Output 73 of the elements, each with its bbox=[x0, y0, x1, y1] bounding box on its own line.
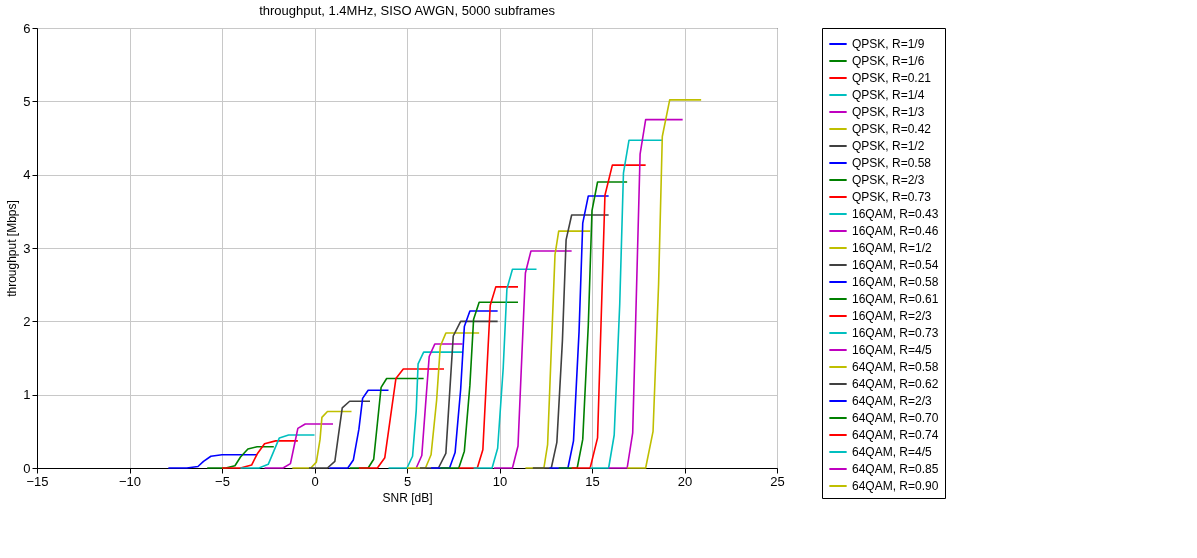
x-axis-title: SNR [dB] bbox=[382, 490, 433, 505]
line-series bbox=[557, 181, 628, 469]
legend-label: 64QAM, R=4/5 bbox=[852, 445, 933, 459]
line-series bbox=[458, 286, 519, 469]
line-series bbox=[570, 164, 647, 469]
line-series bbox=[263, 423, 334, 469]
legend-label: QPSK, R=0.73 bbox=[852, 190, 932, 204]
line-series bbox=[607, 118, 684, 469]
legend-label: 16QAM, R=0.43 bbox=[852, 207, 939, 221]
line-series bbox=[472, 268, 538, 469]
line-series bbox=[419, 320, 499, 469]
y-tick-label: 3 bbox=[23, 240, 31, 256]
x-tick-label: 25 bbox=[770, 473, 785, 489]
legend-label: QPSK, R=1/4 bbox=[852, 88, 925, 102]
line-series bbox=[348, 377, 425, 469]
legend-label: 16QAM, R=1/2 bbox=[852, 241, 933, 255]
line-series bbox=[308, 400, 371, 469]
line-series bbox=[493, 250, 573, 469]
x-tick-label: −10 bbox=[118, 473, 142, 489]
line-series bbox=[430, 310, 499, 469]
legend-label: QPSK, R=0.42 bbox=[852, 122, 932, 136]
line-series bbox=[328, 389, 390, 469]
x-tick-label: 0 bbox=[311, 473, 319, 489]
chart-title: throughput, 1.4MHz, SISO AWGN, 5000 subframes bbox=[259, 3, 556, 18]
y-tick-label: 0 bbox=[23, 460, 31, 476]
x-tick-label: 15 bbox=[585, 473, 600, 489]
line-series bbox=[387, 351, 464, 469]
line-series bbox=[524, 230, 591, 469]
line-series bbox=[167, 454, 258, 469]
legend-label: QPSK, R=0.58 bbox=[852, 156, 932, 170]
legend-label: QPSK, R=1/3 bbox=[852, 105, 925, 119]
legend-label: 16QAM, R=0.73 bbox=[852, 326, 939, 340]
legend-label: QPSK, R=0.21 bbox=[852, 71, 932, 85]
line-series bbox=[626, 99, 702, 469]
x-tick-label: −15 bbox=[26, 473, 49, 489]
line-series bbox=[406, 332, 480, 469]
y-tick-label: 6 bbox=[23, 20, 31, 36]
x-tick-label: −5 bbox=[215, 473, 230, 489]
legend-label: 64QAM, R=0.85 bbox=[852, 462, 939, 476]
y-axis-title: throughput [Mbps] bbox=[5, 200, 20, 297]
line-series bbox=[206, 445, 275, 469]
line-series bbox=[439, 301, 519, 469]
legend-label: 16QAM, R=0.61 bbox=[852, 292, 939, 306]
legend-label: QPSK, R=1/6 bbox=[852, 54, 925, 68]
line-series bbox=[532, 214, 610, 469]
legend-label: 16QAM, R=0.54 bbox=[852, 258, 939, 272]
y-tick-label: 4 bbox=[23, 167, 31, 183]
legend-label: 16QAM, R=2/3 bbox=[852, 309, 933, 323]
legend-label: 64QAM, R=0.74 bbox=[852, 428, 939, 442]
legend-label: QPSK, R=2/3 bbox=[852, 173, 925, 187]
x-tick-label: 10 bbox=[492, 473, 508, 489]
legend-label: 64QAM, R=0.58 bbox=[852, 360, 939, 374]
legend-label: 64QAM, R=0.90 bbox=[852, 479, 939, 493]
legend-label: 64QAM, R=2/3 bbox=[852, 394, 933, 408]
x-tick-label: 20 bbox=[677, 473, 693, 489]
legend-label: QPSK, R=1/2 bbox=[852, 139, 925, 153]
line-series bbox=[358, 368, 445, 469]
line-series bbox=[415, 343, 464, 469]
line-series bbox=[239, 434, 316, 469]
line-series bbox=[589, 139, 664, 469]
x-tick-label: 5 bbox=[403, 473, 412, 489]
legend-label: 64QAM, R=0.62 bbox=[852, 377, 939, 391]
legend-label: 16QAM, R=4/5 bbox=[852, 343, 933, 357]
line-series bbox=[221, 440, 299, 469]
y-tick-label: 1 bbox=[23, 387, 31, 403]
y-tick-label: 2 bbox=[23, 313, 31, 329]
legend-label: QPSK, R=1/9 bbox=[852, 37, 925, 51]
line-series bbox=[548, 195, 610, 469]
legend-label: 16QAM, R=0.58 bbox=[852, 275, 939, 289]
legend-label: 16QAM, R=0.46 bbox=[852, 224, 939, 238]
line-series bbox=[291, 410, 353, 469]
legend-label: 64QAM, R=0.70 bbox=[852, 411, 939, 425]
y-tick-label: 5 bbox=[23, 93, 31, 109]
